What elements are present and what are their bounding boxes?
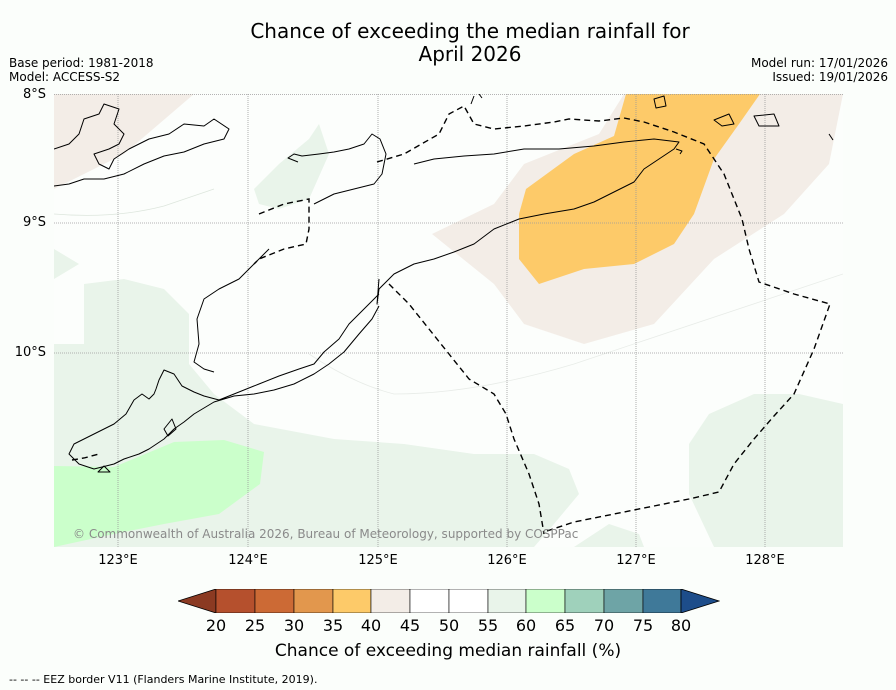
- title-line-1: Chance of exceeding the median rainfall …: [250, 19, 690, 43]
- region-55-60-southeast: [574, 524, 644, 547]
- map-panel: [54, 94, 843, 547]
- colorbar-bin-55-60: [487, 589, 527, 613]
- islet: [470, 94, 483, 105]
- rote-island: [163, 418, 177, 437]
- wetar-coast: [376, 138, 680, 305]
- region-55-60-east: [689, 394, 843, 547]
- region-40-45-northwest: [54, 94, 194, 189]
- map-canvas: [54, 94, 843, 547]
- colorbar-bin-25-30: [254, 589, 295, 613]
- model-name: Model: ACCESS-S2: [9, 70, 121, 84]
- model-run: Model run: 17/01/2026: [750, 56, 888, 70]
- region-55-60-small-north: [254, 124, 329, 209]
- region-35-40: [519, 94, 760, 284]
- colorbar-bin-75-80: [642, 589, 682, 613]
- lon-label-123e: 123°E: [98, 553, 138, 568]
- colorbar-label: Chance of exceeding median rainfall (%): [274, 641, 622, 661]
- colorbar-tick-70: 70: [593, 616, 615, 635]
- lon-label-126e: 126°E: [487, 553, 527, 568]
- alor-coast: [287, 133, 387, 205]
- meta-left: Base period: 1981-2018 Model: ACCESS-S2: [9, 56, 154, 84]
- colorbar-tick-40: 40: [360, 616, 382, 635]
- title-line-2: April 2026: [418, 42, 522, 66]
- colorbar-extend-low: [178, 589, 217, 613]
- colorbar-bin-40-45: [370, 589, 411, 613]
- region-60-65: [54, 440, 264, 547]
- timor-coast: [68, 293, 380, 470]
- flores-coast: [54, 103, 230, 187]
- lat-label-8s: 8°S: [22, 87, 46, 102]
- map-title: Chance of exceeding the median rainfall …: [0, 20, 896, 66]
- colorbar-tick-45: 45: [399, 616, 421, 635]
- colorbar-bin-65-70: [564, 589, 605, 613]
- colorbar-extend-high: [680, 589, 720, 613]
- colorbar-bin-30-35: [293, 589, 334, 613]
- colorbar-tick-55: 55: [477, 616, 499, 635]
- lon-label-124e: 124°E: [228, 553, 268, 568]
- colorbar-bin-45-50: [409, 589, 450, 613]
- coastlines: [54, 94, 834, 473]
- colorbar-tick-65: 65: [554, 616, 576, 635]
- romang-island: [653, 95, 667, 109]
- eez-border: [71, 105, 831, 535]
- colorbar-bin-20-25: [215, 589, 256, 613]
- colorbar-tick-60: 60: [515, 616, 537, 635]
- colorbar-bin-50-55: [448, 589, 489, 613]
- eez-footnote: -- -- -- EEZ border V11 (Flanders Marine…: [9, 673, 318, 686]
- timor-inner: [193, 248, 270, 373]
- leti-island: [753, 113, 780, 127]
- meta-right: Model run: 17/01/2026 Issued: 19/01/2026: [751, 56, 888, 84]
- colorbar-tick-75: 75: [632, 616, 654, 635]
- shade-boundary: [54, 188, 215, 216]
- colorbar-tick-30: 30: [283, 616, 305, 635]
- shade-boundary: [308, 273, 843, 395]
- issued-date: Issued: 19/01/2026: [772, 70, 888, 84]
- lon-label-125e: 125°E: [358, 553, 398, 568]
- coast-fragment-east: [828, 133, 834, 141]
- region-55-60-tiny-west: [54, 249, 79, 279]
- lat-label-9s: 9°S: [22, 215, 46, 230]
- colorbar-tick-25: 25: [244, 616, 266, 635]
- colorbar-bin-60-65: [525, 589, 566, 613]
- colorbar-bin-35-40: [332, 589, 372, 613]
- lat-label-10s: 10°S: [14, 345, 46, 360]
- colorbar: [178, 589, 720, 613]
- kisar-coast: [675, 148, 683, 155]
- sawu-island: [97, 465, 111, 473]
- lon-label-127e: 127°E: [616, 553, 656, 568]
- colorbar-tick-35: 35: [322, 616, 344, 635]
- base-period: Base period: 1981-2018: [9, 56, 154, 70]
- lon-label-128e: 128°E: [745, 553, 785, 568]
- colorbar-tick-50: 50: [438, 616, 460, 635]
- colorbar-tick-80: 80: [670, 616, 692, 635]
- colorbar-tick-20: 20: [205, 616, 227, 635]
- copyright-notice: © Commonwealth of Australia 2026, Bureau…: [73, 527, 579, 541]
- colorbar-bin-70-75: [603, 589, 644, 613]
- damar-island: [713, 113, 735, 127]
